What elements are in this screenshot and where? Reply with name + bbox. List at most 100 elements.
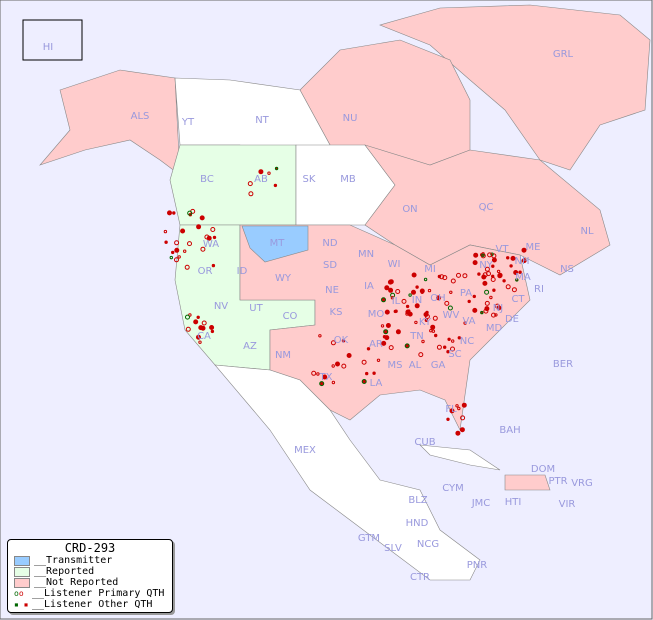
- listener-marker: [420, 290, 424, 294]
- listener-marker: [384, 335, 390, 341]
- listener-marker: [196, 315, 200, 319]
- region-label-al: AL: [409, 360, 422, 371]
- region-label-ky: KY: [419, 317, 432, 328]
- legend-other-qth: __Listener Other QTH: [32, 599, 153, 610]
- region-label-bah: BAH: [499, 425, 520, 436]
- listener-marker: [496, 269, 501, 274]
- region-label-hti: HTI: [505, 497, 522, 508]
- listener-marker: [431, 329, 436, 333]
- listener-marker: [437, 274, 442, 279]
- listener-marker: [434, 333, 438, 338]
- listener-marker: [408, 293, 412, 297]
- listener-marker: [505, 284, 511, 290]
- listener-marker: [472, 260, 478, 266]
- listener-marker: [450, 346, 455, 352]
- listener-marker: [331, 380, 336, 385]
- region-label-blz: BLZ: [408, 495, 427, 506]
- listener-marker: [361, 359, 367, 365]
- listener-marker: [405, 312, 409, 316]
- region-label-als: ALS: [131, 111, 150, 122]
- region-label-fl: FL: [445, 404, 457, 415]
- region-label-nc: NC: [460, 336, 474, 347]
- listener-marker: [502, 279, 506, 283]
- listener-marker: [472, 294, 476, 299]
- listener-marker: [427, 288, 432, 293]
- region-label-cym: CYM: [442, 483, 464, 494]
- region-label-ar: AR: [369, 339, 383, 350]
- listener-marker: [388, 279, 394, 285]
- region-label-wv: WV: [443, 310, 460, 321]
- listener-marker: [316, 372, 320, 376]
- on-qc-atlantic: [364, 144, 611, 276]
- region-label-il: IL: [392, 296, 401, 307]
- primary-qth-icon: oo: [14, 589, 24, 598]
- listener-marker: [319, 381, 325, 387]
- listener-marker: [491, 312, 496, 318]
- listener-marker: [423, 312, 429, 317]
- listener-marker: [462, 273, 468, 279]
- listener-marker: [451, 339, 455, 343]
- listener-marker: [510, 255, 516, 261]
- region-label-ns: NS: [560, 264, 574, 275]
- listener-marker: [212, 235, 217, 240]
- listener-marker: [443, 345, 447, 349]
- region-label-tx: TX: [319, 372, 333, 383]
- region-label-me: ME: [526, 242, 541, 253]
- listener-marker: [481, 253, 485, 258]
- listener-marker: [455, 404, 459, 408]
- listener-marker: [486, 271, 491, 277]
- alaska: [39, 69, 181, 176]
- listener-marker: [446, 350, 450, 354]
- listener-marker: [267, 171, 271, 175]
- listener-marker: [494, 313, 498, 317]
- listener-marker: [442, 275, 448, 281]
- montana-transmitter[interactable]: [241, 225, 309, 263]
- listener-marker: [204, 234, 210, 240]
- region-label-nd: ND: [322, 238, 337, 249]
- region-label-co: CO: [283, 311, 298, 322]
- region-label-ber: BER: [553, 359, 573, 370]
- listener-marker: [459, 427, 465, 433]
- listener-marker: [247, 181, 253, 187]
- listener-marker: [455, 430, 461, 436]
- listener-marker: [456, 272, 461, 278]
- region-label-ma: MA: [515, 272, 531, 283]
- region-label-sc: SC: [448, 349, 461, 360]
- region-label-mo: MO: [368, 309, 385, 320]
- listener-marker: [506, 256, 510, 260]
- region-label-la: LA: [370, 378, 383, 389]
- region-label-ks: KS: [330, 307, 343, 318]
- cuba: [419, 444, 501, 471]
- region-label-nj: NJ: [493, 303, 503, 314]
- region-label-nv: NV: [214, 301, 228, 312]
- region-label-ri: RI: [534, 284, 544, 295]
- listener-marker: [489, 295, 493, 300]
- listener-marker: [521, 247, 527, 253]
- listener-marker: [477, 272, 481, 276]
- region-label-nl: NL: [580, 226, 593, 237]
- listener-marker: [163, 229, 168, 234]
- greenland: [379, 4, 651, 171]
- listener-marker: [183, 249, 187, 253]
- listener-marker: [407, 309, 411, 313]
- listener-marker: [492, 288, 496, 292]
- not-reported-swatch: [14, 577, 30, 588]
- region-label-slv: SLV: [384, 543, 402, 554]
- listener-marker: [366, 347, 371, 351]
- listener-marker: [491, 253, 497, 259]
- region-label-mn: MN: [358, 249, 374, 260]
- listener-marker: [444, 300, 450, 306]
- region-label-in: IN: [412, 295, 422, 306]
- listener-marker: [193, 319, 199, 325]
- listener-marker: [211, 263, 216, 268]
- listener-marker: [436, 344, 442, 350]
- region-label-dom: DOM: [531, 464, 555, 475]
- region-label-nm: NM: [275, 350, 291, 361]
- listener-marker: [388, 287, 394, 293]
- region-label-bc: BC: [200, 174, 214, 185]
- region-label-jmc: JMC: [471, 498, 491, 509]
- region-label-vir: VIR: [559, 499, 576, 510]
- listener-marker: [447, 305, 453, 311]
- listener-marker: [365, 371, 369, 376]
